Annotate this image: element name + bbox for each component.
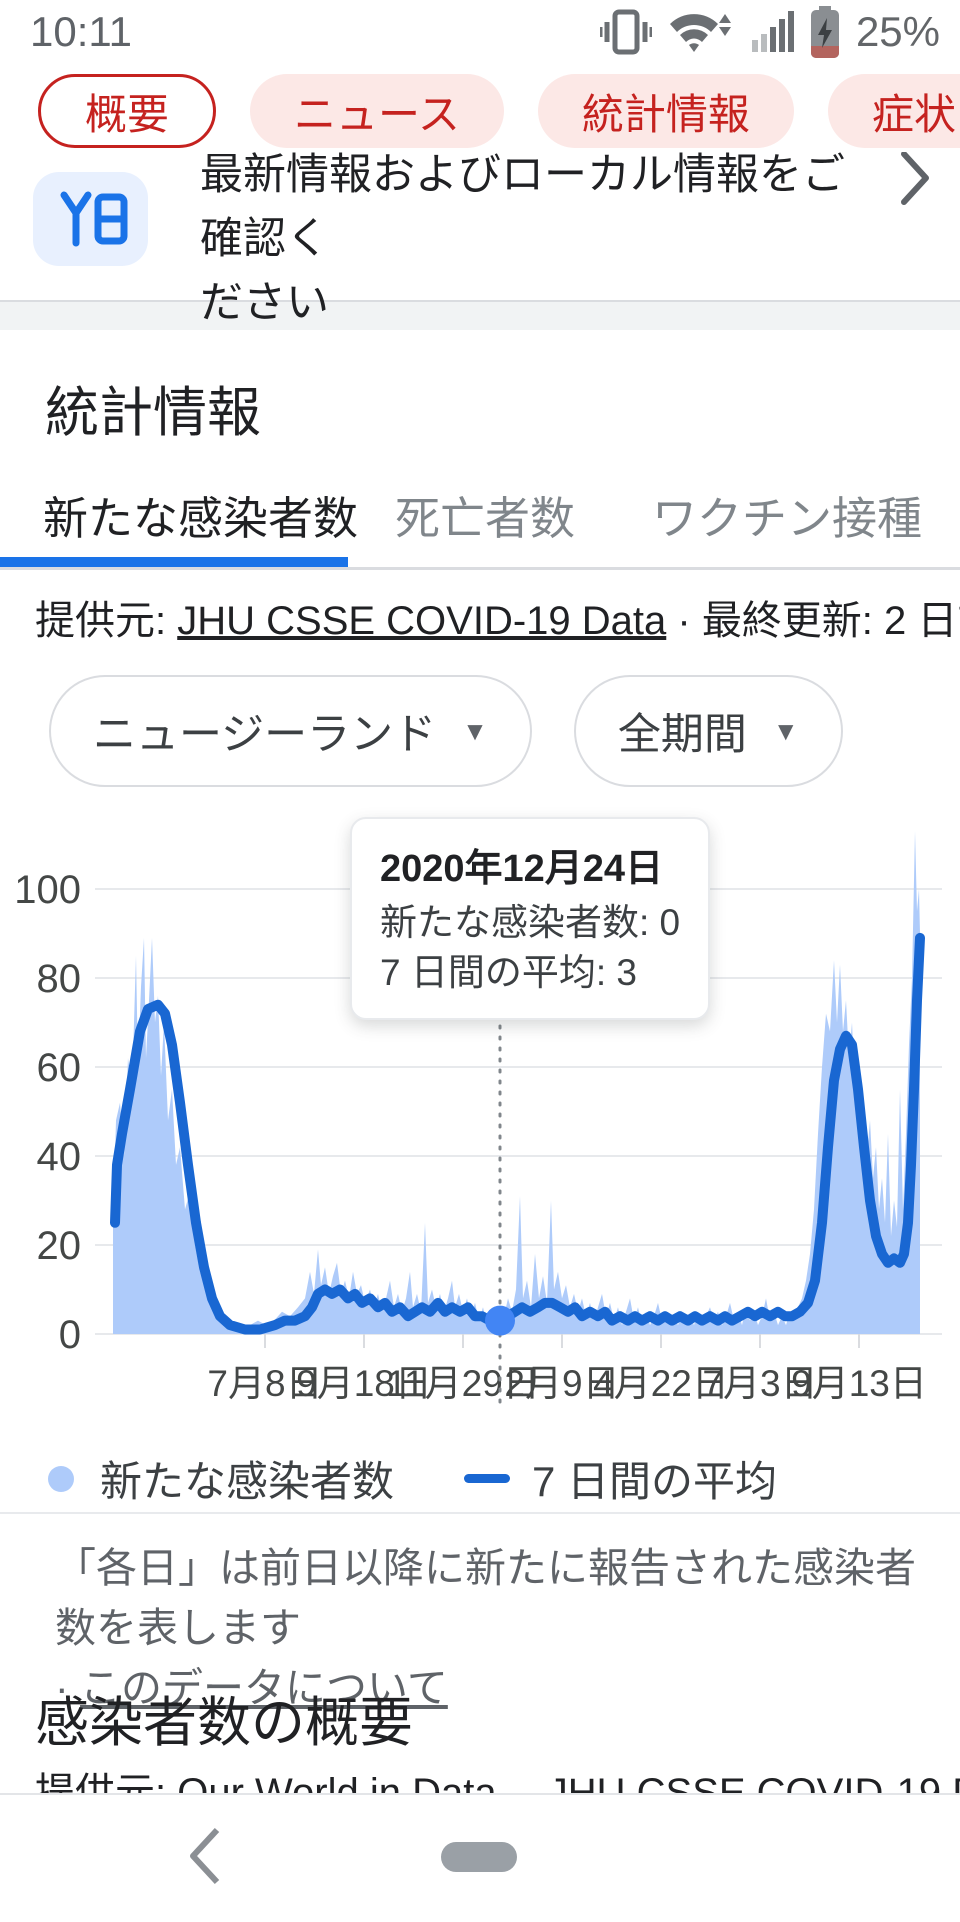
promo-line2: ださい — [200, 279, 329, 327]
tab-vaccinations[interactable]: ワクチン接種 — [652, 493, 923, 544]
y-tick-label: 100 — [14, 868, 81, 912]
tab-hairline — [0, 567, 960, 570]
x-tick-label: 2月9日 — [504, 1363, 619, 1404]
source-link-jhu[interactable]: JHU CSSE COVID-19 Data — [177, 599, 667, 643]
cursor-marker-dot — [485, 1305, 515, 1336]
signal-icon — [751, 11, 794, 52]
tooltip-average: 7 日間の平均: 3 — [380, 952, 637, 993]
promo-banner[interactable]: 最新情報およびローカル情報をご確認く ださい — [200, 143, 880, 335]
x-tick-label: 7月3日 — [702, 1363, 817, 1404]
chart-tooltip: 2020年12月24日 新たな感染者数: 0 7 日間の平均: 3 — [350, 817, 711, 1020]
y-tick-label: 80 — [37, 957, 82, 1001]
tooltip-date: 2020年12月24日 — [380, 848, 664, 890]
chip-bar: 概要 ニュース 統計情報 症状 — [0, 60, 960, 152]
tab-deaths[interactable]: 死亡者数 — [395, 493, 576, 544]
x-tick-label: 9月18日 — [296, 1363, 432, 1404]
divider — [0, 300, 960, 302]
chip-news[interactable]: ニュース — [250, 74, 504, 148]
period-dropdown[interactable]: 全期間 ▼ — [573, 675, 843, 787]
chip-overview[interactable]: 概要 — [38, 74, 217, 148]
chart-svg[interactable]: 0 20 40 60 80 100 7月8日9月18日11月29日2月9日4月22日7月3日… — [0, 810, 960, 1410]
legend-daily-label: 新たな感染者数 — [100, 1458, 395, 1505]
tooltip-daily: 新たな感染者数: 0 — [380, 902, 681, 943]
covid-cases-chart[interactable]: 0 20 40 60 80 100 7月8日 9月18日 11月29日 2月9日 4月22日 7月3日… — [0, 810, 960, 1410]
avg-line-swatch — [464, 1474, 511, 1483]
stats-section-title: 統計情報 — [45, 383, 261, 443]
x-tick-label: 9月13日 — [791, 1363, 927, 1404]
system-navbar — [0, 1793, 960, 1922]
tab-new-cases[interactable]: 新たな感染者数 — [43, 493, 359, 544]
battery-percent: 25% — [855, 8, 940, 55]
status-bar: 10:11 25% — [0, 0, 960, 60]
promo-line1: 最新情報およびローカル情報をご確認く — [200, 151, 845, 263]
chart-footnote: 「各日」は前日以降に新たに報告された感染者数を表します · このデータについて — [55, 1545, 916, 1711]
legend-average-label: 7 日間の平均 — [532, 1458, 778, 1505]
daily-cases-swatch — [48, 1465, 74, 1492]
active-tab-underline — [0, 557, 348, 567]
data-source-line: 提供元: JHU CSSE COVID-19 Data · 最終更新: 2 日前 — [35, 599, 960, 643]
chart-legend: 新たな感染者数 7 日間の平均 — [48, 1448, 777, 1509]
chevron-down-icon: ▼ — [772, 715, 799, 746]
chart-filters: ニュージーランド ▼ 全期間 ▼ — [49, 675, 843, 787]
chevron-right-icon[interactable] — [898, 150, 932, 211]
x-tick-label: 4月22日 — [593, 1363, 729, 1404]
calendar-today-icon — [33, 172, 148, 266]
y-tick-label: 20 — [37, 1224, 82, 1268]
back-button[interactable] — [185, 1825, 225, 1892]
daily-cases-area — [113, 831, 920, 1334]
chevron-down-icon: ▼ — [462, 715, 488, 746]
y-tick-label: 40 — [37, 1135, 82, 1179]
y-tick-label: 60 — [37, 1046, 82, 1090]
status-icons: 25% — [599, 6, 940, 58]
chip-symptoms[interactable]: 症状 — [827, 74, 960, 148]
chip-statistics[interactable]: 統計情報 — [537, 74, 794, 148]
y-tick-label: 0 — [59, 1313, 81, 1357]
country-dropdown[interactable]: ニュージーランド ▼ — [49, 675, 532, 787]
clock: 10:11 — [30, 8, 132, 55]
about-data-link[interactable]: このデータについて — [80, 1665, 448, 1711]
section-separator — [0, 302, 960, 330]
x-tick-label: 11月29日 — [386, 1363, 540, 1404]
home-pill-button[interactable] — [441, 1842, 517, 1872]
seven-day-average-line — [110, 932, 925, 1335]
wifi-icon — [669, 14, 731, 52]
x-tick-label: 7月8日 — [207, 1363, 322, 1404]
summary-section-title: 感染者数の概要 — [35, 1693, 413, 1753]
divider — [0, 1512, 960, 1514]
vibrate-icon — [599, 9, 652, 55]
back-chevron-icon — [190, 1827, 220, 1885]
battery-charging-icon — [810, 6, 839, 58]
